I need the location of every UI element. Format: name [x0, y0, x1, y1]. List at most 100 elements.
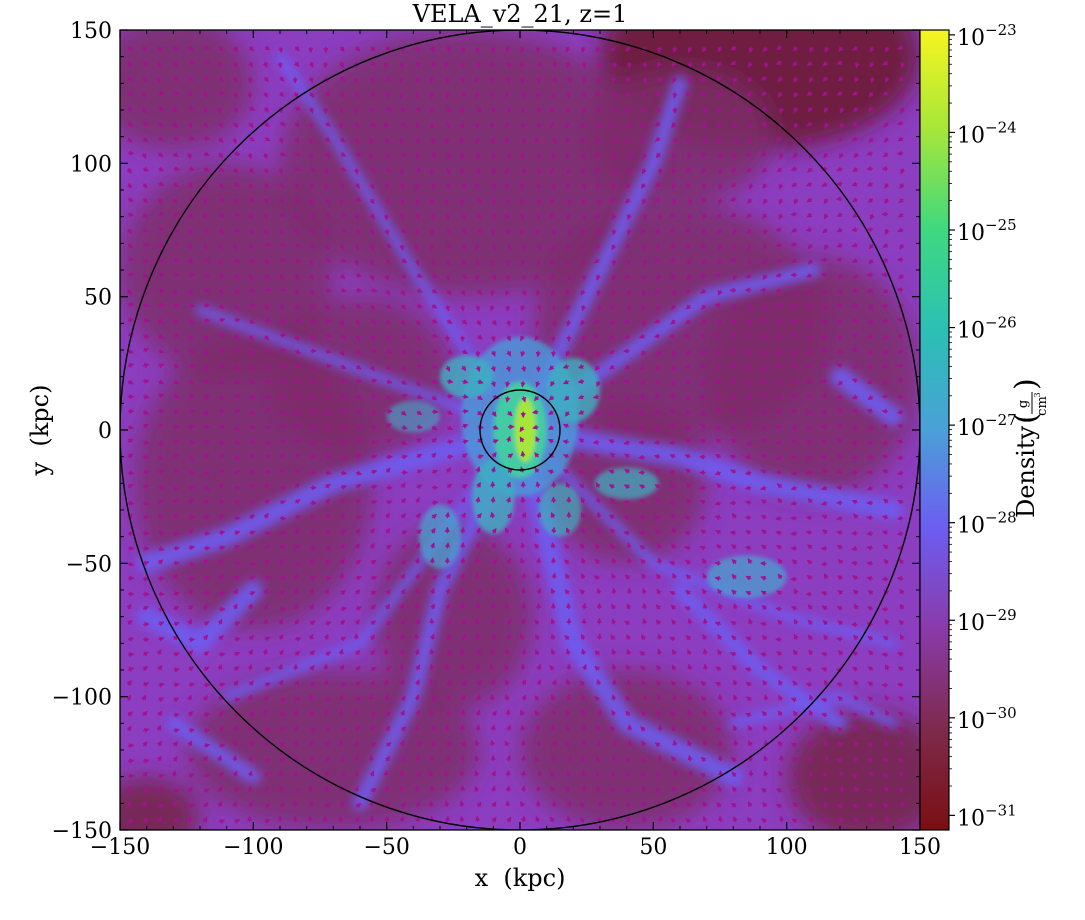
velocity-arrow [188, 393, 196, 399]
velocity-arrow [279, 544, 286, 550]
velocity-arrow [278, 634, 284, 640]
velocity-arrow [247, 663, 253, 671]
velocity-arrow [322, 815, 329, 823]
velocity-arrow [143, 241, 150, 248]
velocity-arrow [264, 378, 272, 385]
velocity-arrow [203, 227, 210, 234]
velocity-arrows [125, 44, 906, 825]
velocity-arrow [687, 693, 693, 701]
velocity-arrow [520, 785, 526, 792]
velocity-arrow [234, 499, 241, 505]
velocity-arrow [142, 227, 150, 233]
velocity-arrow [187, 604, 194, 611]
x-tick-label: 150 [899, 835, 941, 860]
velocity-arrow [729, 363, 737, 369]
velocity-arrow [642, 77, 648, 84]
velocity-arrow [158, 363, 165, 369]
velocity-arrow [702, 137, 708, 145]
velocity-arrow [247, 694, 253, 701]
velocity-arrow [173, 682, 181, 688]
velocity-arrow [173, 332, 181, 339]
velocity-arrow [264, 394, 272, 400]
colorbar: 10−31 10−30 10−29 10−28 10−27 10−26 10−25 10−24… [919, 21, 1050, 831]
velocity-arrow [203, 591, 211, 596]
velocity-arrow [264, 408, 271, 414]
velocity-arrow [173, 424, 181, 430]
velocity-arrow [248, 619, 255, 626]
velocity-arrow [233, 334, 240, 340]
velocity-arrow [188, 773, 195, 779]
velocity-arrow [173, 90, 180, 96]
velocity-arrow [642, 274, 648, 282]
velocity-arrow [143, 439, 150, 445]
velocity-arrow [248, 228, 255, 234]
velocity-arrow [127, 76, 133, 82]
velocity-arrow [687, 785, 694, 792]
velocity-arrow [638, 530, 645, 536]
velocity-arrow [188, 666, 195, 672]
velocity-arrow [219, 363, 226, 369]
velocity-arrow [562, 439, 569, 445]
velocity-arrow [203, 135, 211, 141]
velocity-arrow [203, 257, 211, 263]
velocity-arrow [127, 379, 134, 385]
velocity-arrow [264, 667, 271, 672]
velocity-arrow [264, 818, 271, 824]
velocity-arrow [702, 107, 708, 115]
velocity-arrow [173, 363, 181, 369]
velocity-arrow [638, 454, 645, 460]
velocity-arrow [505, 769, 511, 777]
velocity-arrow [173, 818, 180, 824]
velocity-arrow [638, 439, 645, 445]
velocity-arrow [278, 618, 283, 625]
velocity-arrow [188, 561, 196, 567]
velocity-arrow [247, 77, 253, 84]
velocity-arrow [158, 379, 165, 385]
velocity-arrow [202, 816, 208, 823]
velocity-arrow [218, 394, 225, 400]
velocity-arrow [158, 455, 165, 461]
x-tick-label: 50 [639, 835, 667, 860]
velocity-arrow [459, 785, 466, 792]
velocity-arrow [172, 741, 179, 747]
velocity-arrow [218, 303, 225, 310]
velocity-arrow [249, 575, 256, 581]
velocity-arrow [127, 530, 135, 536]
velocity-arrow [475, 153, 481, 160]
velocity-arrow [431, 500, 439, 506]
velocity-arrow [748, 46, 754, 54]
velocity-arrow [202, 122, 209, 128]
velocity-arrow [264, 440, 271, 445]
velocity-arrow [233, 666, 240, 672]
velocity-arrow [127, 302, 135, 308]
velocity-arrow [248, 801, 253, 808]
velocity-arrow [247, 785, 253, 792]
velocity-arrow [729, 257, 737, 263]
velocity-arrow [429, 663, 435, 671]
velocity-arrow [232, 76, 238, 84]
velocity-arrow [234, 151, 241, 157]
velocity-arrow [173, 667, 181, 673]
velocity-arrow [264, 499, 271, 505]
velocity-arrow [535, 46, 541, 54]
velocity-arrow [234, 575, 241, 581]
colorbar-unit-exponent: 3 [1033, 392, 1042, 397]
velocity-arrow [277, 769, 283, 777]
velocity-arrow [217, 800, 223, 808]
velocity-arrow [353, 633, 359, 640]
velocity-arrow [142, 182, 148, 189]
velocity-arrow [262, 152, 268, 160]
velocity-arrow [125, 785, 131, 792]
velocity-arrow [233, 787, 240, 793]
velocity-arrow [171, 770, 177, 777]
y-tick-label: −50 [66, 552, 112, 577]
filament-13 [165, 715, 261, 785]
velocity-arrow [127, 272, 135, 278]
velocity-arrow [127, 470, 135, 476]
velocity-arrow [218, 772, 225, 778]
velocity-arrow [551, 305, 557, 312]
velocity-arrow [203, 287, 211, 293]
velocity-arrow [234, 819, 241, 824]
velocity-arrow [444, 335, 450, 343]
velocity-arrow [535, 92, 541, 99]
